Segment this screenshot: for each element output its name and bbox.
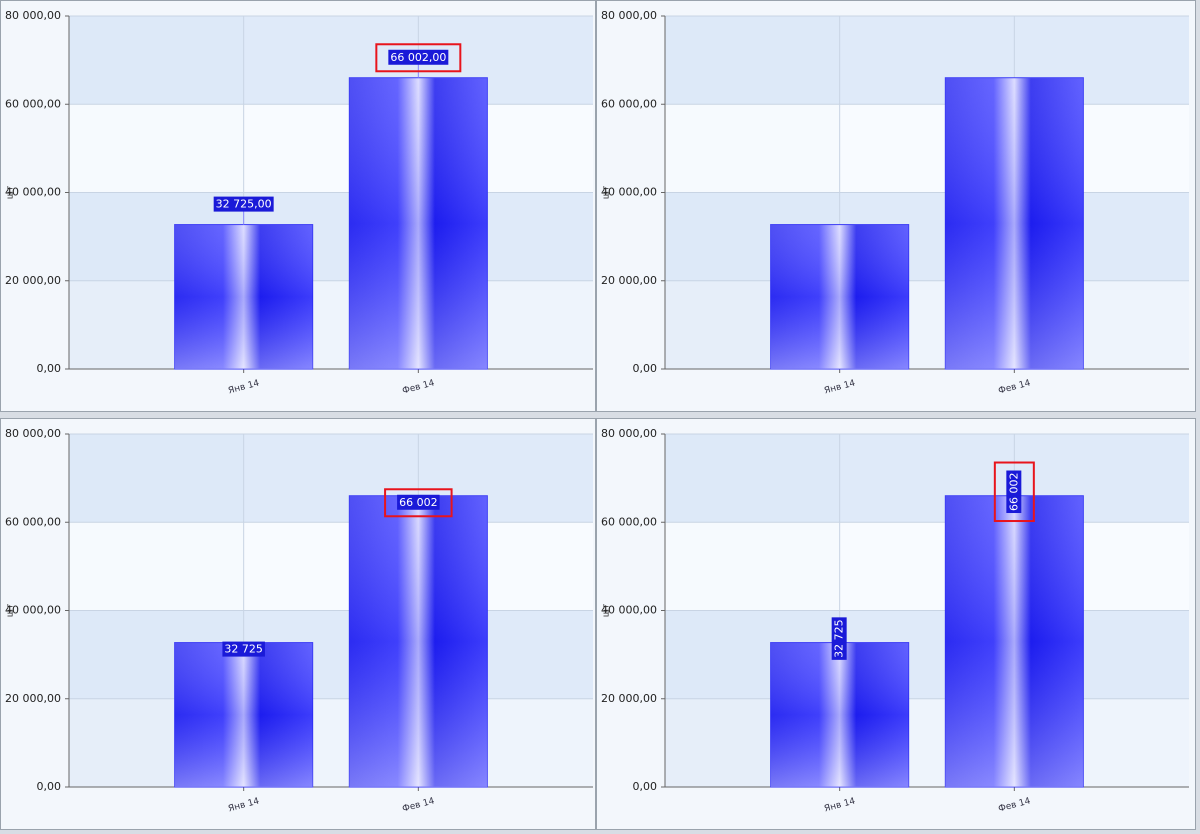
chart-panel: 0,00 20 000,00 40 000,00 60 000,00 80 000,00… bbox=[596, 418, 1196, 830]
plot-band bbox=[69, 16, 593, 105]
y-tick-label: 80 000,00 bbox=[601, 9, 657, 22]
value-label-box bbox=[222, 641, 265, 657]
value-label-box bbox=[388, 49, 449, 65]
plot-band bbox=[69, 434, 593, 523]
value-label: 32 725,00 bbox=[216, 198, 272, 211]
plot-band bbox=[665, 16, 1189, 105]
plot-band bbox=[665, 434, 1189, 523]
y-axis-label: шт bbox=[602, 186, 612, 199]
y-axis-label: шт bbox=[6, 604, 16, 617]
value-label: 32 725 bbox=[224, 643, 263, 656]
plot-band bbox=[69, 522, 593, 611]
value-label: 32 725 bbox=[833, 619, 846, 658]
plot-band bbox=[69, 610, 593, 699]
value-label-box bbox=[1006, 470, 1022, 514]
plot-band bbox=[665, 104, 1189, 193]
x-tick-label: Янв 14 bbox=[227, 378, 261, 396]
plot-band bbox=[69, 104, 593, 193]
value-label-group: 32 725 bbox=[222, 641, 265, 657]
x-tick-label: Фев 14 bbox=[401, 378, 436, 396]
value-label-group: 32 725 bbox=[831, 617, 847, 660]
y-tick-label: 80 000,00 bbox=[5, 427, 61, 440]
y-axis-label: шт bbox=[6, 186, 16, 199]
value-label-group: 66 002 bbox=[397, 494, 440, 510]
y-axis-label: шт bbox=[602, 604, 612, 617]
y-tick-label: 80 000,00 bbox=[5, 9, 61, 22]
value-label-box bbox=[213, 196, 274, 212]
y-tick-label: 0,00 bbox=[633, 780, 658, 793]
bar bbox=[944, 77, 1084, 370]
highlight-box bbox=[384, 488, 453, 518]
value-label-group: 32 725,00 bbox=[213, 196, 274, 212]
value-label-group: 66 002,00 bbox=[388, 49, 449, 65]
x-tick-label: Янв 14 bbox=[823, 796, 857, 814]
y-tick-label: 60 000,00 bbox=[5, 515, 61, 528]
bar bbox=[348, 77, 488, 370]
y-tick-label: 80 000,00 bbox=[601, 427, 657, 440]
y-tick-label: 60 000,00 bbox=[601, 515, 657, 528]
value-label: 66 002 bbox=[399, 496, 438, 509]
highlight-box bbox=[375, 43, 462, 73]
plot-band bbox=[665, 522, 1189, 611]
y-tick-label: 0,00 bbox=[633, 362, 658, 375]
y-tick-label: 40 000,00 bbox=[601, 604, 657, 617]
y-tick-label: 60 000,00 bbox=[601, 97, 657, 110]
plot-band bbox=[665, 610, 1189, 699]
y-tick-label: 20 000,00 bbox=[601, 274, 657, 287]
y-tick-label: 20 000,00 bbox=[5, 274, 61, 287]
bar bbox=[770, 224, 910, 370]
bar bbox=[174, 224, 314, 370]
highlight-box bbox=[993, 461, 1035, 523]
bar bbox=[944, 495, 1084, 788]
x-tick-label: Янв 14 bbox=[227, 796, 261, 814]
bar bbox=[770, 642, 910, 788]
y-tick-label: 20 000,00 bbox=[601, 692, 657, 705]
chart-panel: 0,00 20 000,00 40 000,00 60 000,00 80 000,00… bbox=[0, 418, 596, 830]
value-label: 66 002,00 bbox=[390, 51, 446, 64]
y-tick-label: 60 000,00 bbox=[5, 97, 61, 110]
value-label: 66 002 bbox=[1007, 473, 1020, 512]
y-tick-label: 40 000,00 bbox=[5, 186, 61, 199]
x-tick-label: Янв 14 bbox=[823, 378, 857, 396]
chart-panel: 0,00 20 000,00 40 000,00 60 000,00 80 000,00… bbox=[596, 0, 1196, 412]
bar bbox=[348, 495, 488, 788]
bar bbox=[174, 642, 314, 788]
x-tick-label: Фев 14 bbox=[401, 796, 436, 814]
x-tick-label: Фев 14 bbox=[997, 796, 1032, 814]
y-tick-label: 40 000,00 bbox=[601, 186, 657, 199]
y-tick-label: 40 000,00 bbox=[5, 604, 61, 617]
value-label-group: 66 002 bbox=[1006, 470, 1022, 514]
plot-band bbox=[69, 192, 593, 281]
y-tick-label: 0,00 bbox=[37, 780, 62, 793]
y-tick-label: 0,00 bbox=[37, 362, 62, 375]
chart-panel: 0,00 20 000,00 40 000,00 60 000,00 80 000,00… bbox=[0, 0, 596, 412]
x-tick-label: Фев 14 bbox=[997, 378, 1032, 396]
value-label-box bbox=[831, 617, 847, 660]
value-label-box bbox=[397, 494, 440, 510]
plot-band bbox=[665, 192, 1189, 281]
y-tick-label: 20 000,00 bbox=[5, 692, 61, 705]
